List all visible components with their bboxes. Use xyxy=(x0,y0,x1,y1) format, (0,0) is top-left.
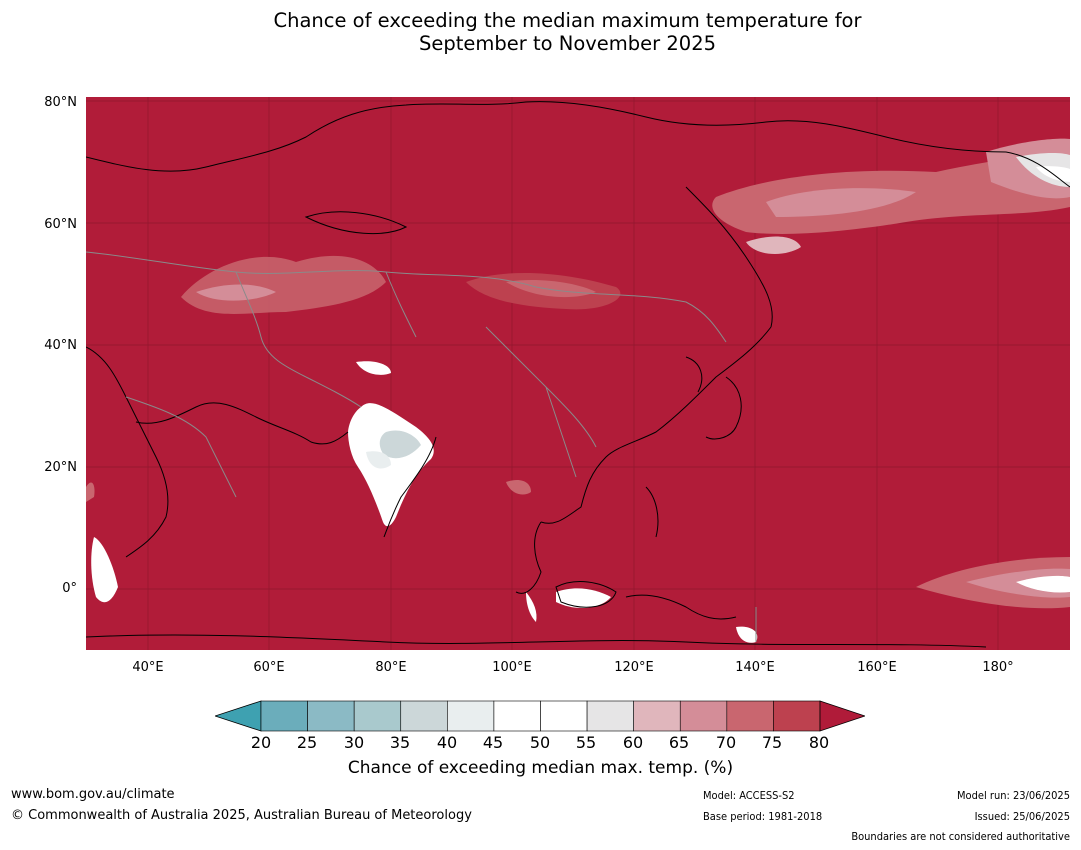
map-svg xyxy=(86,97,1070,650)
colorbar-segment xyxy=(633,700,681,732)
colorbar-tick: 45 xyxy=(482,733,504,752)
colorbar-segment xyxy=(353,700,402,732)
colorbar-segment xyxy=(726,700,774,732)
forecast-map xyxy=(86,97,1070,650)
colorbar-segment xyxy=(773,700,821,732)
colorbar-tick: 55 xyxy=(575,733,597,752)
lon-label-160e: 160°E xyxy=(857,660,897,675)
footer-copyright: © Commonwealth of Australia 2025, Austra… xyxy=(11,808,472,823)
lon-label-100e: 100°E xyxy=(492,660,532,675)
borders xyxy=(86,251,757,642)
title-line-2: September to November 2025 xyxy=(418,32,717,55)
footer-url[interactable]: www.bom.gov.au/climate xyxy=(11,787,175,802)
colorbar-segment xyxy=(540,700,588,732)
colorbar-tick: 70 xyxy=(715,733,737,752)
lon-label-60e: 60°E xyxy=(253,660,285,675)
colorbar-segment xyxy=(400,700,448,732)
lat-label-20n: 20°N xyxy=(44,460,77,475)
lat-label-60n: 60°N xyxy=(44,217,77,232)
colorbar-segment xyxy=(586,700,634,732)
footer-model: Model: ACCESS-S2 xyxy=(703,789,795,802)
colorbar-segment xyxy=(493,700,541,732)
probability-patches xyxy=(86,138,1070,643)
colorbar-tick: 40 xyxy=(436,733,458,752)
colorbar-segment xyxy=(307,700,355,732)
lon-label-40e: 40°E xyxy=(132,660,164,675)
lon-label-120e: 120°E xyxy=(614,660,654,675)
colorbar-segment xyxy=(679,700,728,732)
colorbar-tick: 20 xyxy=(250,733,272,752)
colorbar-segments xyxy=(260,700,821,732)
colorbar-svg xyxy=(213,700,867,732)
coastlines xyxy=(86,101,1070,648)
lat-label-40n: 40°N xyxy=(44,338,77,353)
colorbar-extend-high xyxy=(819,700,867,732)
colorbar-extend-low xyxy=(213,700,262,732)
colorbar-title: Chance of exceeding median max. temp. (%… xyxy=(347,758,734,778)
colorbar-tick: 50 xyxy=(529,733,551,752)
colorbar-segment xyxy=(260,700,308,732)
colorbar xyxy=(213,700,867,732)
footer-base-period: Base period: 1981-2018 xyxy=(703,810,823,823)
lat-label-0: 0° xyxy=(62,581,77,596)
colorbar-tick: 80 xyxy=(808,733,830,752)
lon-label-140e: 140°E xyxy=(735,660,775,675)
footer-disclaimer: Boundaries are not considered authoritat… xyxy=(851,830,1070,843)
lon-label-180: 180° xyxy=(982,660,1014,675)
colorbar-tick: 25 xyxy=(296,733,318,752)
colorbar-tick: 30 xyxy=(343,733,365,752)
lat-label-80n: 80°N xyxy=(44,95,77,110)
colorbar-tick: 75 xyxy=(761,733,783,752)
footer-model-run: Model run: 23/06/2025 xyxy=(957,789,1070,802)
colorbar-tick: 35 xyxy=(389,733,411,752)
title-line-1: Chance of exceeding the median maximum t… xyxy=(273,9,862,32)
chart-title: Chance of exceeding the median maximum t… xyxy=(0,9,1081,55)
colorbar-tick: 60 xyxy=(622,733,644,752)
lon-label-80e: 80°E xyxy=(375,660,407,675)
colorbar-segment xyxy=(447,700,495,732)
colorbar-tick: 65 xyxy=(668,733,690,752)
footer-issued: Issued: 25/06/2025 xyxy=(974,810,1070,823)
